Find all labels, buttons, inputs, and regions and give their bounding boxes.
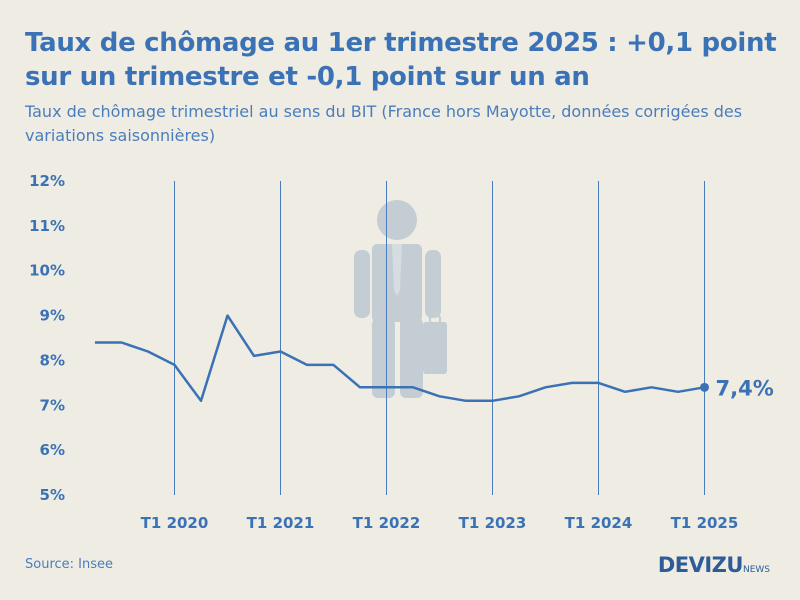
y-tick-label: 8% — [40, 351, 65, 369]
logo-suffix: NEWS — [742, 565, 770, 575]
last-data-point — [700, 382, 709, 392]
businessman-with-briefcase-icon — [354, 200, 447, 398]
y-tick-label: 11% — [29, 217, 65, 235]
chart-subtitle: Taux de chômage trimestriel au sens du B… — [25, 102, 743, 145]
y-tick-label: 6% — [40, 441, 65, 459]
x-tick-label: T1 2020 — [141, 514, 209, 532]
chart-title: Taux de chômage au 1er trimestre 2025 : … — [25, 28, 777, 92]
y-tick-label: 10% — [29, 262, 65, 280]
y-tick-label: 5% — [40, 486, 65, 504]
x-tick-label: T1 2021 — [247, 514, 315, 532]
x-tick-label: T1 2024 — [565, 514, 633, 532]
data-label: 7,4% — [716, 376, 774, 400]
y-tick-label: 9% — [40, 307, 65, 325]
series-line — [95, 314, 705, 403]
brand-logo: DEVIZUNEWS — [658, 553, 770, 577]
y-tick-label: 7% — [40, 396, 65, 414]
logo-main: DEVIZU — [657, 553, 744, 577]
x-tick-label: T1 2022 — [353, 514, 421, 532]
source-note: Source: Insee — [25, 557, 114, 572]
x-tick-label: T1 2025 — [671, 514, 739, 532]
y-tick-label: 12% — [29, 172, 65, 190]
x-tick-label: T1 2023 — [459, 514, 527, 532]
